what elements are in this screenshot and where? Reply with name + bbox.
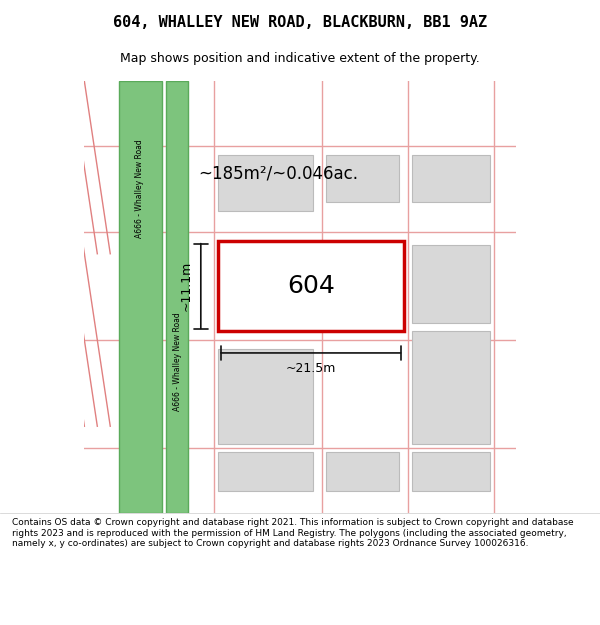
Bar xyxy=(326,154,399,202)
Text: 604, WHALLEY NEW ROAD, BLACKBURN, BB1 9AZ: 604, WHALLEY NEW ROAD, BLACKBURN, BB1 9A… xyxy=(113,15,487,30)
Text: ~11.1m: ~11.1m xyxy=(179,261,192,311)
Text: Contains OS data © Crown copyright and database right 2021. This information is : Contains OS data © Crown copyright and d… xyxy=(12,518,574,548)
Text: 604: 604 xyxy=(287,274,335,298)
Bar xyxy=(412,452,490,491)
Text: ~185m²/~0.046ac.: ~185m²/~0.046ac. xyxy=(199,165,358,183)
Text: A666 - Whalley New Road: A666 - Whalley New Road xyxy=(173,312,182,411)
Bar xyxy=(412,331,490,444)
Bar xyxy=(218,452,313,491)
Bar xyxy=(412,154,490,202)
Bar xyxy=(326,452,399,491)
Text: A666 - Whalley New Road: A666 - Whalley New Road xyxy=(135,140,144,239)
Polygon shape xyxy=(166,81,188,512)
Text: ~21.5m: ~21.5m xyxy=(286,361,336,374)
Polygon shape xyxy=(119,81,162,512)
Text: Map shows position and indicative extent of the property.: Map shows position and indicative extent… xyxy=(120,52,480,65)
Bar xyxy=(218,349,313,444)
Bar xyxy=(218,241,313,331)
Bar xyxy=(326,241,399,331)
Bar xyxy=(218,241,404,331)
Bar xyxy=(218,154,313,211)
Bar xyxy=(412,245,490,322)
